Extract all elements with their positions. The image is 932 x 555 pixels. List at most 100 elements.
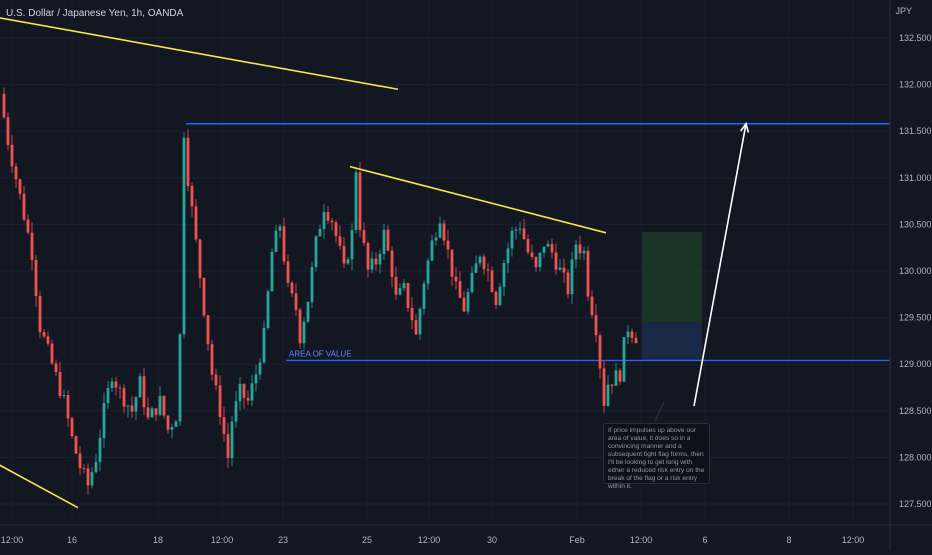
candle-body bbox=[26, 219, 30, 233]
candle bbox=[234, 391, 238, 428]
candle bbox=[206, 314, 210, 351]
y-tick-label: 128.000 bbox=[899, 452, 932, 462]
stop-zone[interactable] bbox=[642, 322, 702, 361]
candle-body bbox=[314, 236, 318, 267]
candle bbox=[354, 168, 358, 234]
candle bbox=[14, 163, 18, 189]
candle bbox=[26, 214, 30, 235]
candle-body bbox=[426, 260, 430, 284]
candle bbox=[86, 463, 90, 495]
candle-body bbox=[378, 254, 382, 265]
trend-line[interactable] bbox=[349, 165, 607, 234]
candle bbox=[2, 87, 6, 119]
candle bbox=[158, 386, 162, 417]
candle bbox=[82, 464, 86, 474]
candle-body bbox=[422, 283, 426, 309]
candle bbox=[150, 406, 154, 418]
candle bbox=[502, 259, 506, 296]
candle bbox=[110, 377, 114, 393]
candle-body bbox=[226, 434, 230, 459]
candle bbox=[526, 234, 530, 255]
candle-body bbox=[130, 405, 134, 412]
candle-body bbox=[18, 179, 22, 194]
candle-body bbox=[122, 388, 126, 407]
candle-body bbox=[330, 220, 334, 223]
candle bbox=[54, 359, 58, 376]
analysis-note[interactable]: If price impulses up above our area of v… bbox=[603, 423, 710, 490]
candle bbox=[174, 419, 178, 427]
candle bbox=[382, 223, 386, 260]
candle-body bbox=[42, 332, 46, 337]
candle-body bbox=[186, 137, 190, 187]
candle bbox=[430, 234, 434, 262]
candle-body bbox=[626, 331, 630, 338]
candle-body bbox=[554, 252, 558, 270]
candle-body bbox=[234, 401, 238, 422]
y-tick-label: 130.000 bbox=[899, 266, 932, 276]
candle bbox=[290, 280, 294, 298]
candle bbox=[550, 238, 554, 259]
candle bbox=[386, 225, 390, 252]
candle-body bbox=[274, 230, 278, 252]
candle-body bbox=[498, 286, 502, 305]
candle bbox=[106, 380, 110, 410]
candle bbox=[222, 407, 226, 442]
candle-body bbox=[602, 368, 606, 406]
x-tick-label: 25 bbox=[362, 535, 372, 545]
candle-body bbox=[542, 246, 546, 253]
candle bbox=[238, 376, 242, 411]
candle bbox=[298, 307, 302, 349]
candle-body bbox=[622, 337, 626, 382]
candle-body bbox=[598, 335, 602, 369]
candle-body bbox=[566, 272, 570, 295]
target-zone[interactable] bbox=[642, 231, 702, 323]
candle-body bbox=[502, 263, 506, 287]
candle-body bbox=[34, 259, 38, 297]
candle bbox=[146, 397, 150, 421]
candle-body bbox=[50, 343, 54, 364]
candle bbox=[426, 258, 430, 291]
candle bbox=[210, 339, 214, 381]
candle bbox=[374, 252, 378, 271]
candle bbox=[74, 435, 78, 455]
candle bbox=[586, 245, 590, 301]
candle-body bbox=[174, 421, 178, 427]
candle bbox=[590, 290, 594, 318]
candle-body bbox=[518, 228, 522, 230]
candle-body bbox=[370, 258, 374, 270]
candle-body bbox=[438, 223, 442, 238]
candle-body bbox=[558, 267, 562, 270]
trend-line[interactable] bbox=[0, 462, 79, 509]
candle-body bbox=[318, 229, 322, 237]
candle-body bbox=[98, 437, 102, 462]
candle bbox=[198, 238, 202, 288]
candle bbox=[546, 240, 550, 247]
symbol-title[interactable]: U.S. Dollar / Japanese Yen, 1h, OANDA bbox=[6, 8, 184, 19]
candle bbox=[482, 253, 486, 275]
y-tick-label: 132.500 bbox=[899, 33, 932, 43]
candle-body bbox=[522, 228, 526, 240]
candle-body bbox=[570, 259, 574, 295]
candle-body bbox=[534, 256, 538, 268]
candle bbox=[262, 320, 266, 365]
candle bbox=[118, 384, 122, 399]
projection-arrow[interactable] bbox=[693, 123, 747, 407]
candle bbox=[370, 251, 374, 274]
candle-body bbox=[194, 206, 198, 240]
candle bbox=[338, 225, 342, 251]
candle-body bbox=[446, 240, 450, 250]
gridlines bbox=[0, 37, 890, 505]
candle bbox=[630, 328, 634, 344]
trend-line[interactable] bbox=[0, 15, 399, 91]
candle-body bbox=[54, 363, 58, 373]
candle bbox=[574, 240, 578, 269]
candle bbox=[602, 360, 606, 413]
candle bbox=[478, 255, 482, 267]
candle bbox=[326, 206, 330, 224]
candle-body bbox=[210, 344, 214, 375]
candle-body bbox=[390, 250, 394, 278]
candle-body bbox=[346, 259, 350, 264]
candle bbox=[134, 395, 138, 421]
